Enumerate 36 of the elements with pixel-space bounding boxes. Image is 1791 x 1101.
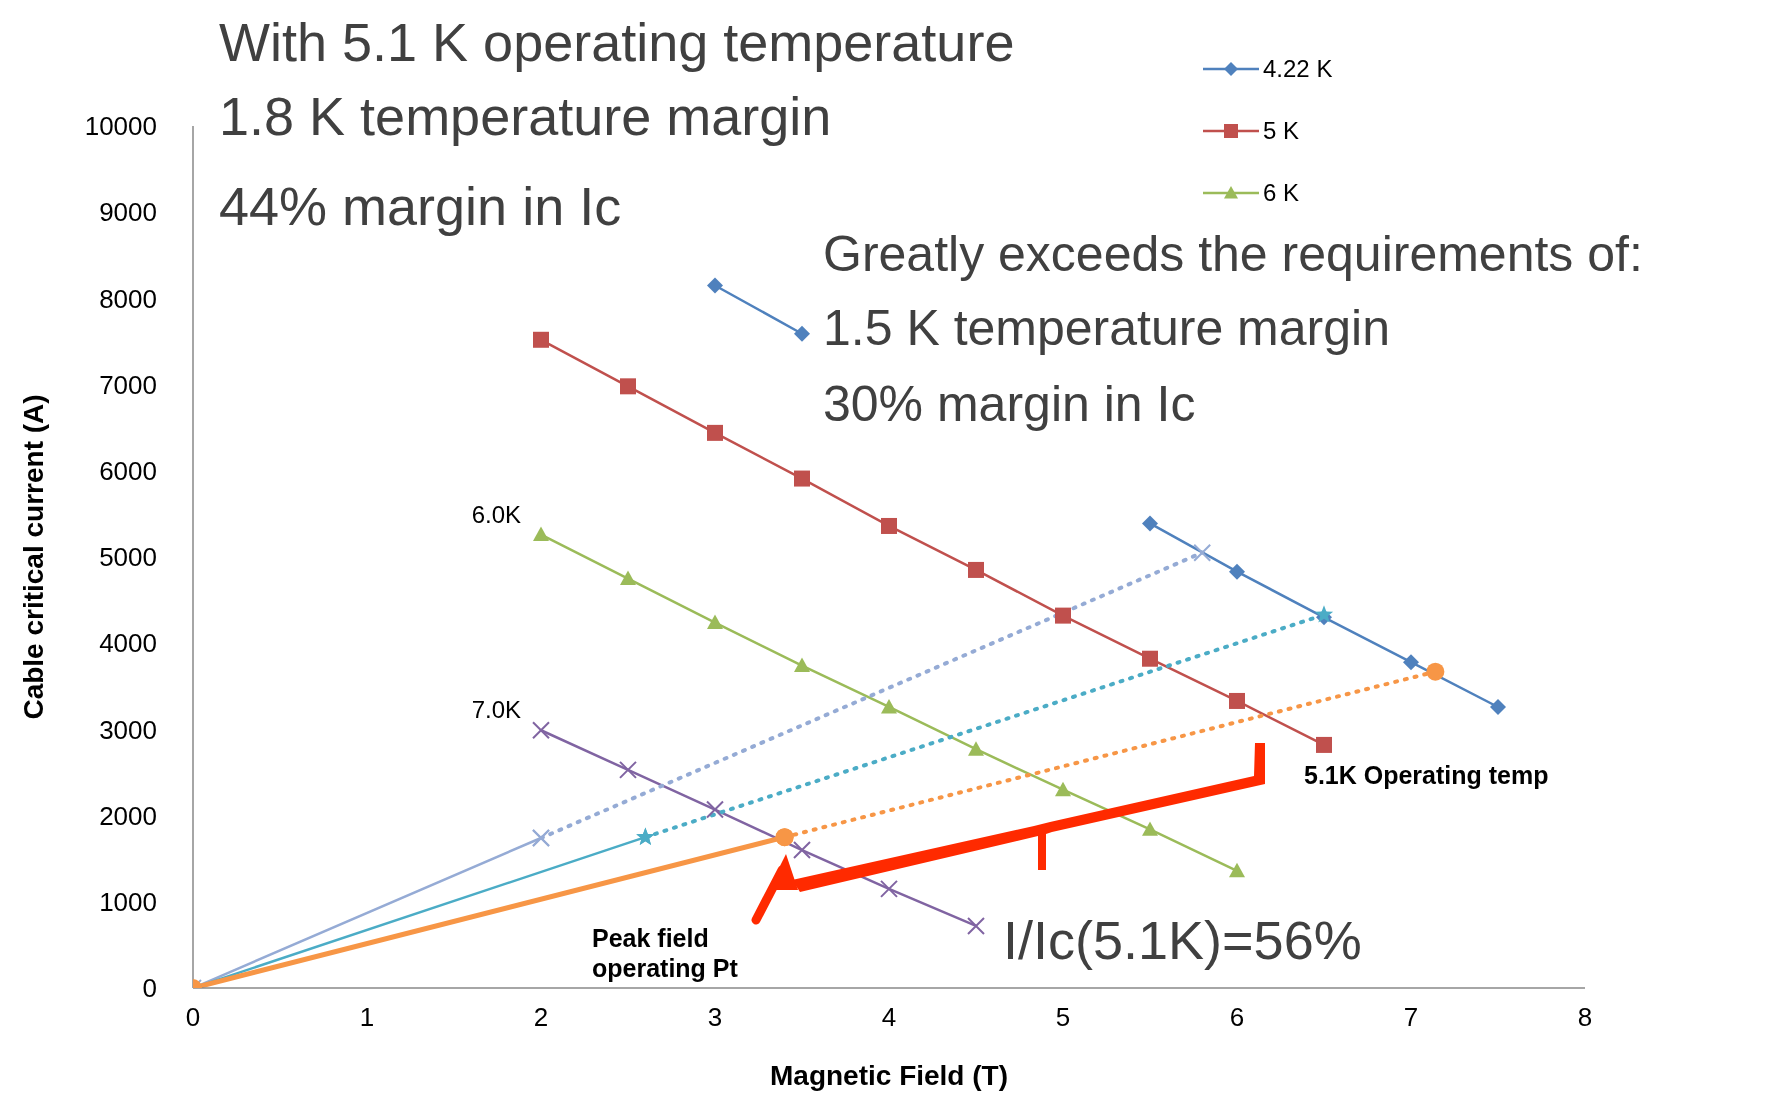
x-tick-label: 0: [185, 1002, 201, 1033]
annotation: 6.0K: [471, 500, 521, 528]
x-tick-label: 4: [881, 1002, 897, 1033]
annotation: Peak field operating Pt: [592, 923, 739, 983]
y-tick-label: 2000: [99, 800, 157, 831]
x-tick-label: 2: [533, 1002, 549, 1033]
y-tick-label: 3000: [99, 714, 157, 745]
y-tick-label: 0: [142, 973, 157, 1004]
y-tick-label: 9000: [99, 197, 157, 228]
text: With 5.1 K operating temperature: [219, 11, 1015, 74]
x-tick-label: 3: [707, 1002, 723, 1033]
x-tick-label: 7: [1403, 1002, 1419, 1033]
annotation: 30% margin in Ic: [823, 375, 1196, 434]
legend-label: 5 K: [1263, 117, 1300, 145]
legend-label: 4.22 K: [1263, 55, 1333, 83]
annotation: 44% margin in Ic: [219, 175, 622, 238]
annotation: 1.8 K temperature margin: [219, 85, 832, 148]
y-tick-label: 10000: [84, 111, 157, 142]
y-tick-label: 1000: [99, 887, 157, 918]
y-tick-label: 4000: [99, 628, 157, 659]
annotation: 7.0K: [471, 696, 521, 724]
annotation: 5.1K Operating temp: [1304, 760, 1549, 790]
x-axis-title: Magnetic Field (T): [770, 1060, 1008, 1091]
x-tick-label: 5: [1055, 1002, 1071, 1033]
annotation: Greatly exceeds the requirements of:: [823, 225, 1643, 284]
y-tick-label: 6000: [99, 456, 157, 487]
y-axis-title: Cable critical current (A): [17, 394, 49, 720]
annotation: I/Ic(5.1K)=56%: [1003, 909, 1362, 972]
y-tick-label: 7000: [99, 369, 157, 400]
y-tick-label: 8000: [99, 283, 157, 314]
x-tick-label: 6: [1229, 1002, 1245, 1033]
y-tick-label: 5000: [99, 542, 157, 573]
x-tick-label: 8: [1577, 1002, 1593, 1033]
x-tick-label: 1: [359, 1002, 375, 1033]
annotation: 1.5 K temperature margin: [823, 299, 1390, 358]
legend-label: 6 K: [1263, 179, 1300, 207]
